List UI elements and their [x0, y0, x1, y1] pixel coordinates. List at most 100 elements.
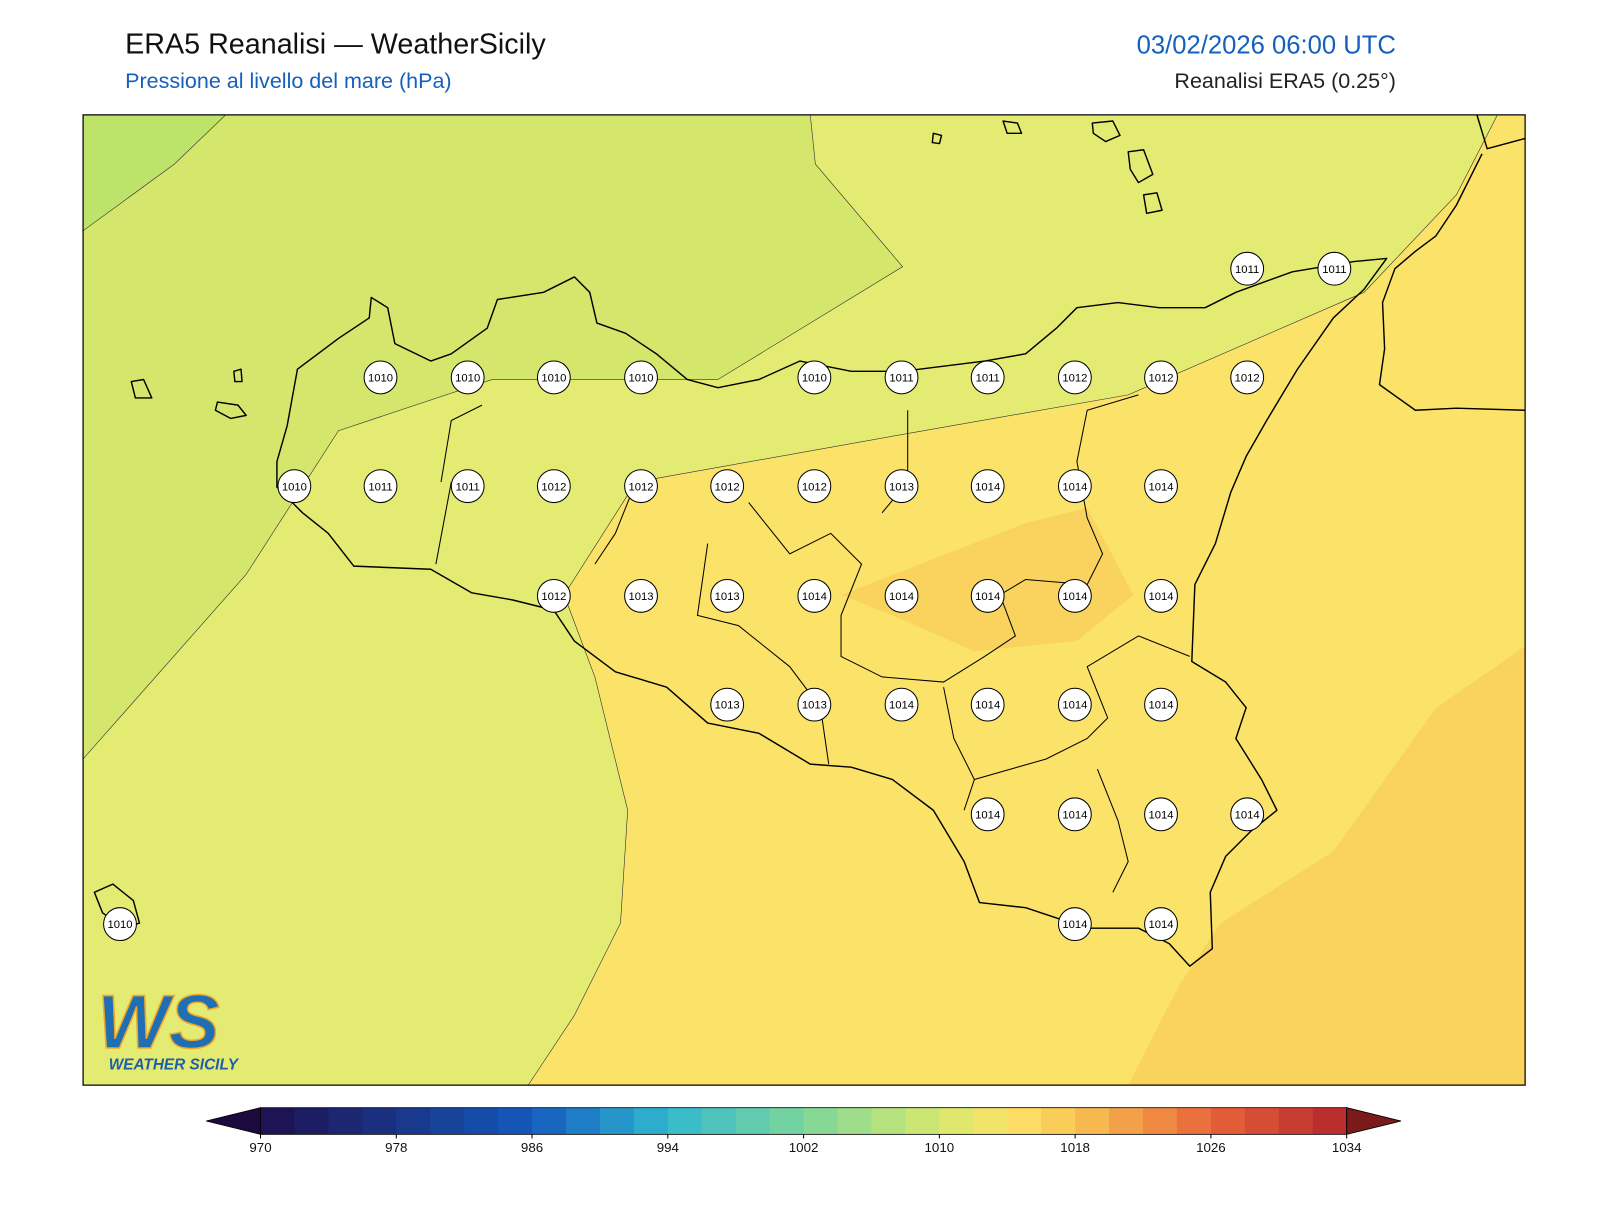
- station-marker: [1144, 907, 1178, 942]
- station-marker: [277, 469, 312, 504]
- colorbar-segment: [1075, 1107, 1110, 1135]
- logo: WS WEATHER SICILY: [97, 979, 240, 1074]
- colorbar-segment: [1312, 1107, 1348, 1135]
- colorbar-segment: [599, 1107, 635, 1135]
- station-marker: [884, 578, 919, 613]
- station-marker: [710, 578, 745, 613]
- station-value: 1012: [541, 591, 566, 603]
- station-value: 1011: [889, 373, 913, 385]
- station-value: 1014: [1062, 919, 1087, 931]
- station-marker: [970, 797, 1005, 832]
- field-1008: [83, 114, 903, 759]
- colorbar-tick-label: 1010: [925, 1140, 955, 1155]
- colorbar-tick-label: 1034: [1332, 1140, 1362, 1155]
- islands: [93, 120, 1163, 929]
- logo-text: WEATHER SICILY: [109, 1057, 240, 1074]
- station-marker: [450, 469, 485, 504]
- station-value: 1014: [975, 591, 1000, 603]
- colorbar-segment: [769, 1107, 805, 1135]
- subtitle: Pressione al livello del mare (hPa): [125, 69, 451, 93]
- station-value: 1010: [282, 481, 307, 493]
- colorbar-segment: [803, 1107, 839, 1135]
- station-marker: [1057, 578, 1092, 613]
- station-marker: [363, 360, 398, 395]
- colorbar-segment: [905, 1107, 940, 1135]
- colorbar-tick-label: 994: [657, 1140, 680, 1155]
- station-value: 1013: [889, 481, 914, 493]
- station-marker: [1144, 687, 1178, 722]
- colorbar-segment: [1176, 1107, 1212, 1135]
- station-value: 1014: [1062, 809, 1087, 821]
- colorbar-segment: [532, 1107, 567, 1135]
- station-marker: [970, 578, 1005, 613]
- colorbar-segment: [837, 1107, 872, 1135]
- map-frame: [82, 114, 1526, 1086]
- station-labels: 1011 1011 1010 1010 1010 1010 1010 1011 1011 1012…: [103, 251, 1352, 942]
- station-marker: [1057, 797, 1092, 832]
- station-value: 1010: [368, 373, 393, 385]
- station-marker: [797, 687, 832, 722]
- station-value: 1010: [455, 373, 480, 385]
- isobar: [83, 114, 226, 232]
- station-value: 1014: [975, 809, 1000, 821]
- coastline-calabria: [1378, 114, 1526, 411]
- station-value: 1011: [976, 373, 1000, 385]
- colorbar-segment: [735, 1107, 771, 1135]
- station-marker: [450, 360, 485, 395]
- station-value: 1011: [1322, 264, 1346, 276]
- station-value: 1010: [541, 373, 566, 385]
- station-value: 1013: [715, 700, 740, 712]
- colorbar-tick-label: 1018: [1060, 1140, 1090, 1155]
- station-value: 1010: [802, 373, 827, 385]
- station-marker: [536, 360, 571, 395]
- station-value: 1014: [1235, 809, 1260, 821]
- station-value: 1011: [368, 481, 392, 493]
- datetime: 03/02/2026 06:00 UTC: [1137, 31, 1396, 59]
- station-marker: [1057, 469, 1092, 504]
- station-value: 1014: [1148, 919, 1173, 931]
- station-marker: [624, 578, 658, 613]
- station-marker: [1057, 907, 1092, 942]
- station-value: 1013: [715, 591, 740, 603]
- station-marker: [1057, 360, 1092, 395]
- station-value: 1013: [802, 700, 827, 712]
- station-value: 1014: [1148, 809, 1173, 821]
- station-marker: [797, 469, 832, 504]
- station-value: 1014: [1148, 591, 1173, 603]
- station-marker: [1057, 687, 1092, 722]
- station-marker: [970, 687, 1005, 722]
- isobar: [83, 114, 904, 760]
- station-marker: [1144, 578, 1178, 613]
- colorbar-extend-high: [1346, 1107, 1402, 1135]
- station-value: 1010: [628, 373, 653, 385]
- colorbar-extend-low: [206, 1107, 261, 1135]
- colorbar-segment: [1143, 1107, 1178, 1135]
- station-marker: [710, 469, 745, 504]
- logo-mark: WS: [97, 980, 219, 1065]
- station-marker: [1230, 360, 1265, 395]
- colorbar-segment: [260, 1107, 295, 1135]
- colorbar-tick-label: 978: [385, 1140, 407, 1155]
- station-marker: [536, 469, 571, 504]
- map: 1011 1011 1010 1010 1010 1010 1010 1011 1011 1012…: [83, 114, 1526, 1086]
- station-value: 1012: [1062, 373, 1087, 385]
- isobar: [527, 114, 1498, 1086]
- station-marker: [1317, 251, 1352, 286]
- station-value: 1014: [1148, 700, 1173, 712]
- colorbar-segment: [430, 1107, 465, 1135]
- station-marker: [1230, 797, 1265, 832]
- station-marker: [1230, 251, 1265, 286]
- colorbar-segment: [701, 1107, 737, 1135]
- colorbar-segment: [871, 1107, 906, 1135]
- station-value: 1011: [1235, 264, 1259, 276]
- colorbar-segment: [1244, 1107, 1280, 1135]
- station-marker: [1144, 797, 1178, 832]
- colorbar-segment: [667, 1107, 703, 1135]
- station-value: 1012: [628, 481, 653, 493]
- station-marker: [970, 360, 1005, 395]
- station-value: 1012: [541, 481, 566, 493]
- station-value: 1013: [628, 591, 653, 603]
- station-marker: [797, 578, 832, 613]
- station-marker: [363, 469, 398, 504]
